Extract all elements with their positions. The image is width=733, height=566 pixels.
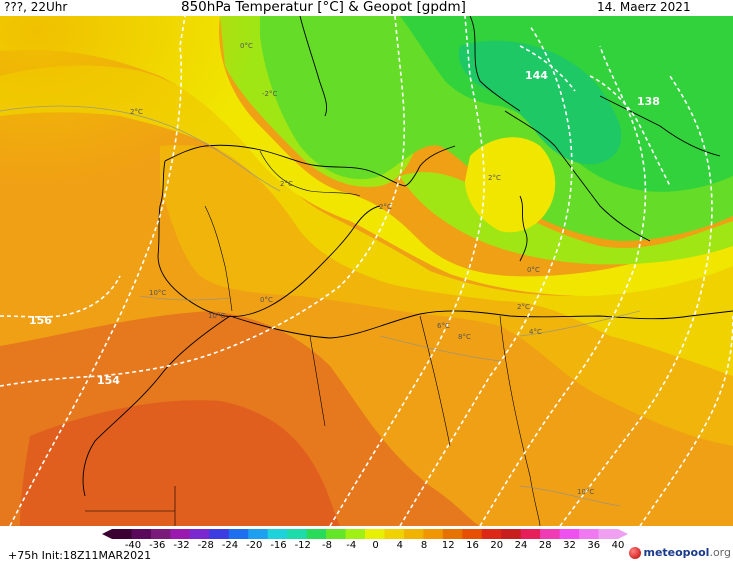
temperature-fill-nw-shade (0, 16, 733, 526)
geopotential-labels: 144 138 156 154 (29, 69, 660, 387)
geopotential-label: 154 (97, 374, 120, 387)
map-header: ???, 22Uhr 850hPa Temperatur [°C] & Geop… (0, 0, 733, 16)
isotherm-label: 2°C (280, 180, 293, 188)
geopotential-label: 156 (29, 314, 52, 327)
legend-tick-label: 20 (490, 540, 504, 551)
isotherm-lines (0, 105, 641, 507)
legend-tick-label: 16 (466, 540, 479, 551)
legend-tick-label: 36 (587, 540, 601, 551)
legend-tick-label: -8 (322, 540, 332, 551)
legend-swatch (520, 529, 541, 539)
temperature-map: 0°C -2°C 2°C 2°C 2°C 2°C 0°C 0°C 10°C 10… (0, 16, 733, 526)
legend-tick-label: -16 (270, 540, 287, 551)
legend-swatch (598, 529, 619, 539)
forecast-date: 14. Maerz 2021 (597, 0, 691, 14)
logo-text: meteopool (643, 546, 710, 559)
meteopool-logo: meteopool .org (629, 546, 731, 559)
legend-swatch (248, 529, 269, 539)
legend-swatch (345, 529, 366, 539)
forecast-time-label: ???, 22Uhr (4, 0, 68, 14)
legend-tick-label: 0 (372, 540, 379, 551)
country-borders (85, 150, 541, 526)
legend-swatch (189, 529, 210, 539)
isotherm-label: 0°C (240, 42, 253, 50)
legend-tick-label: -12 (294, 540, 311, 551)
legend-swatch (365, 529, 385, 539)
model-run-info: +75h Init:18Z11MAR2021 (8, 549, 152, 562)
legend-swatch (481, 529, 502, 539)
logo-globe-icon (629, 546, 642, 559)
legend-tick-label: -32 (173, 540, 190, 551)
logo-suffix: .org (709, 546, 731, 559)
isotherm-label: 10°C (149, 289, 166, 297)
legend-tick-label: 8 (420, 540, 428, 551)
legend-swatch (267, 529, 288, 539)
legend-swatch (131, 529, 152, 539)
legend-swatch (112, 529, 132, 539)
isotherm-label: 10°C (208, 312, 225, 320)
legend-swatch (501, 529, 522, 539)
legend-swatch (150, 529, 171, 539)
legend-tick-label: -40 (124, 540, 142, 551)
color-legend (0, 526, 733, 566)
isotherm-label: 2°C (488, 174, 501, 182)
legend-swatch (209, 529, 230, 539)
legend-swatch (442, 529, 463, 539)
legend-swatch (559, 529, 580, 539)
geopotential-label: 138 (637, 95, 660, 108)
legend-tick-label: 28 (538, 540, 552, 551)
isotherm-label: 4°C (529, 328, 542, 336)
legend-swatch (579, 529, 600, 539)
legend-tick-label: 4 (396, 540, 403, 551)
legend-arrow-left (102, 529, 112, 539)
legend-tick-label: -24 (221, 540, 239, 551)
legend-swatch (306, 529, 327, 539)
isotherm-label: -2°C (262, 90, 277, 98)
geopotential-label: 144 (525, 69, 548, 82)
legend-tick-label: -4 (346, 540, 357, 551)
legend-tick-label: 32 (563, 540, 576, 551)
isotherm-label: 10°C (577, 488, 594, 496)
legend-swatch (287, 529, 308, 539)
legend-arrow-right (618, 529, 628, 539)
isotherm-label: 8°C (458, 333, 471, 341)
isotherm-labels: 0°C -2°C 2°C 2°C 2°C 2°C 0°C 0°C 10°C 10… (130, 42, 594, 496)
legend-swatch (423, 529, 444, 539)
geopotential-contours (0, 16, 733, 526)
legend-tick-label: 12 (441, 540, 455, 551)
isotherm-label: 2°C (130, 108, 143, 116)
map-title: 850hPa Temperatur [°C] & Geopot [gpdm] (181, 0, 466, 15)
legend-swatch (170, 529, 191, 539)
legend-colorbar (102, 529, 628, 539)
legend-tick-label: 40 (611, 540, 625, 551)
legend-swatch (403, 529, 424, 539)
legend-swatch (462, 529, 483, 539)
legend-swatches (102, 529, 628, 539)
isotherm-label: 2°C (379, 203, 392, 211)
legend-swatch (540, 529, 561, 539)
isotherm-label: 6°C (437, 322, 450, 330)
legend-swatch (326, 529, 347, 539)
legend-tick-label: -28 (197, 540, 214, 551)
isotherm-label: 0°C (260, 296, 273, 304)
isotherm-label: 0°C (527, 266, 540, 274)
legend-swatch (384, 529, 405, 539)
legend-tick-label: 24 (514, 540, 528, 551)
isotherm-label: 2°C (517, 303, 530, 311)
legend-tick-label: -36 (149, 540, 166, 551)
legend-swatch (228, 529, 249, 539)
legend-tick-label: -20 (246, 540, 263, 551)
